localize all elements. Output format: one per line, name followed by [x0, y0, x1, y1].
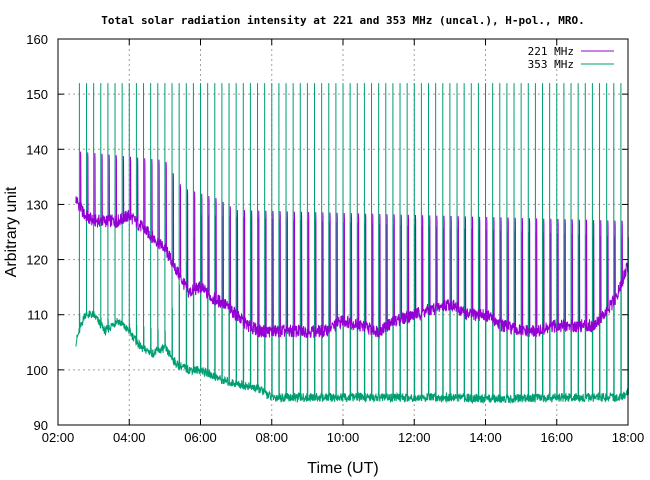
- x-tick-label: 10:00: [327, 430, 360, 445]
- x-tick-label: 02:00: [42, 430, 75, 445]
- x-tick-label: 06:00: [184, 430, 217, 445]
- y-tick-label: 120: [26, 253, 48, 268]
- y-tick-label: 110: [27, 308, 48, 323]
- x-tick-label: 14:00: [469, 430, 502, 445]
- x-tick-label: 08:00: [255, 430, 288, 445]
- legend-label: 221 MHz: [528, 45, 574, 58]
- series-line-221-mhz: [75, 151, 629, 339]
- x-tick-label: 16:00: [540, 430, 573, 445]
- y-tick-label: 130: [26, 197, 48, 212]
- axis-ticks: 02:00 04:00 06:00 08:00 10:00 12:00 14:00 16:00…: [26, 32, 644, 445]
- x-axis-label: Time (UT): [307, 460, 378, 477]
- y-tick-label: 140: [26, 142, 48, 157]
- y-axis-label: Arbitrary unit: [3, 186, 20, 277]
- y-tick-label: 100: [26, 363, 48, 378]
- y-tick-label: 150: [26, 87, 48, 102]
- x-tick-label: 12:00: [398, 430, 431, 445]
- legend-label: 353 MHz: [528, 58, 574, 71]
- x-tick-label: 18:00: [612, 430, 645, 445]
- series-line-353-mhz: [75, 83, 629, 405]
- x-tick-label: 04:00: [113, 430, 146, 445]
- chart-title: Total solar radiation intensity at 221 a…: [101, 14, 584, 27]
- plot-frame: [57, 38, 629, 426]
- series-layer: [75, 83, 629, 405]
- y-tick-label: 90: [34, 418, 48, 433]
- y-tick-label: 160: [26, 32, 48, 47]
